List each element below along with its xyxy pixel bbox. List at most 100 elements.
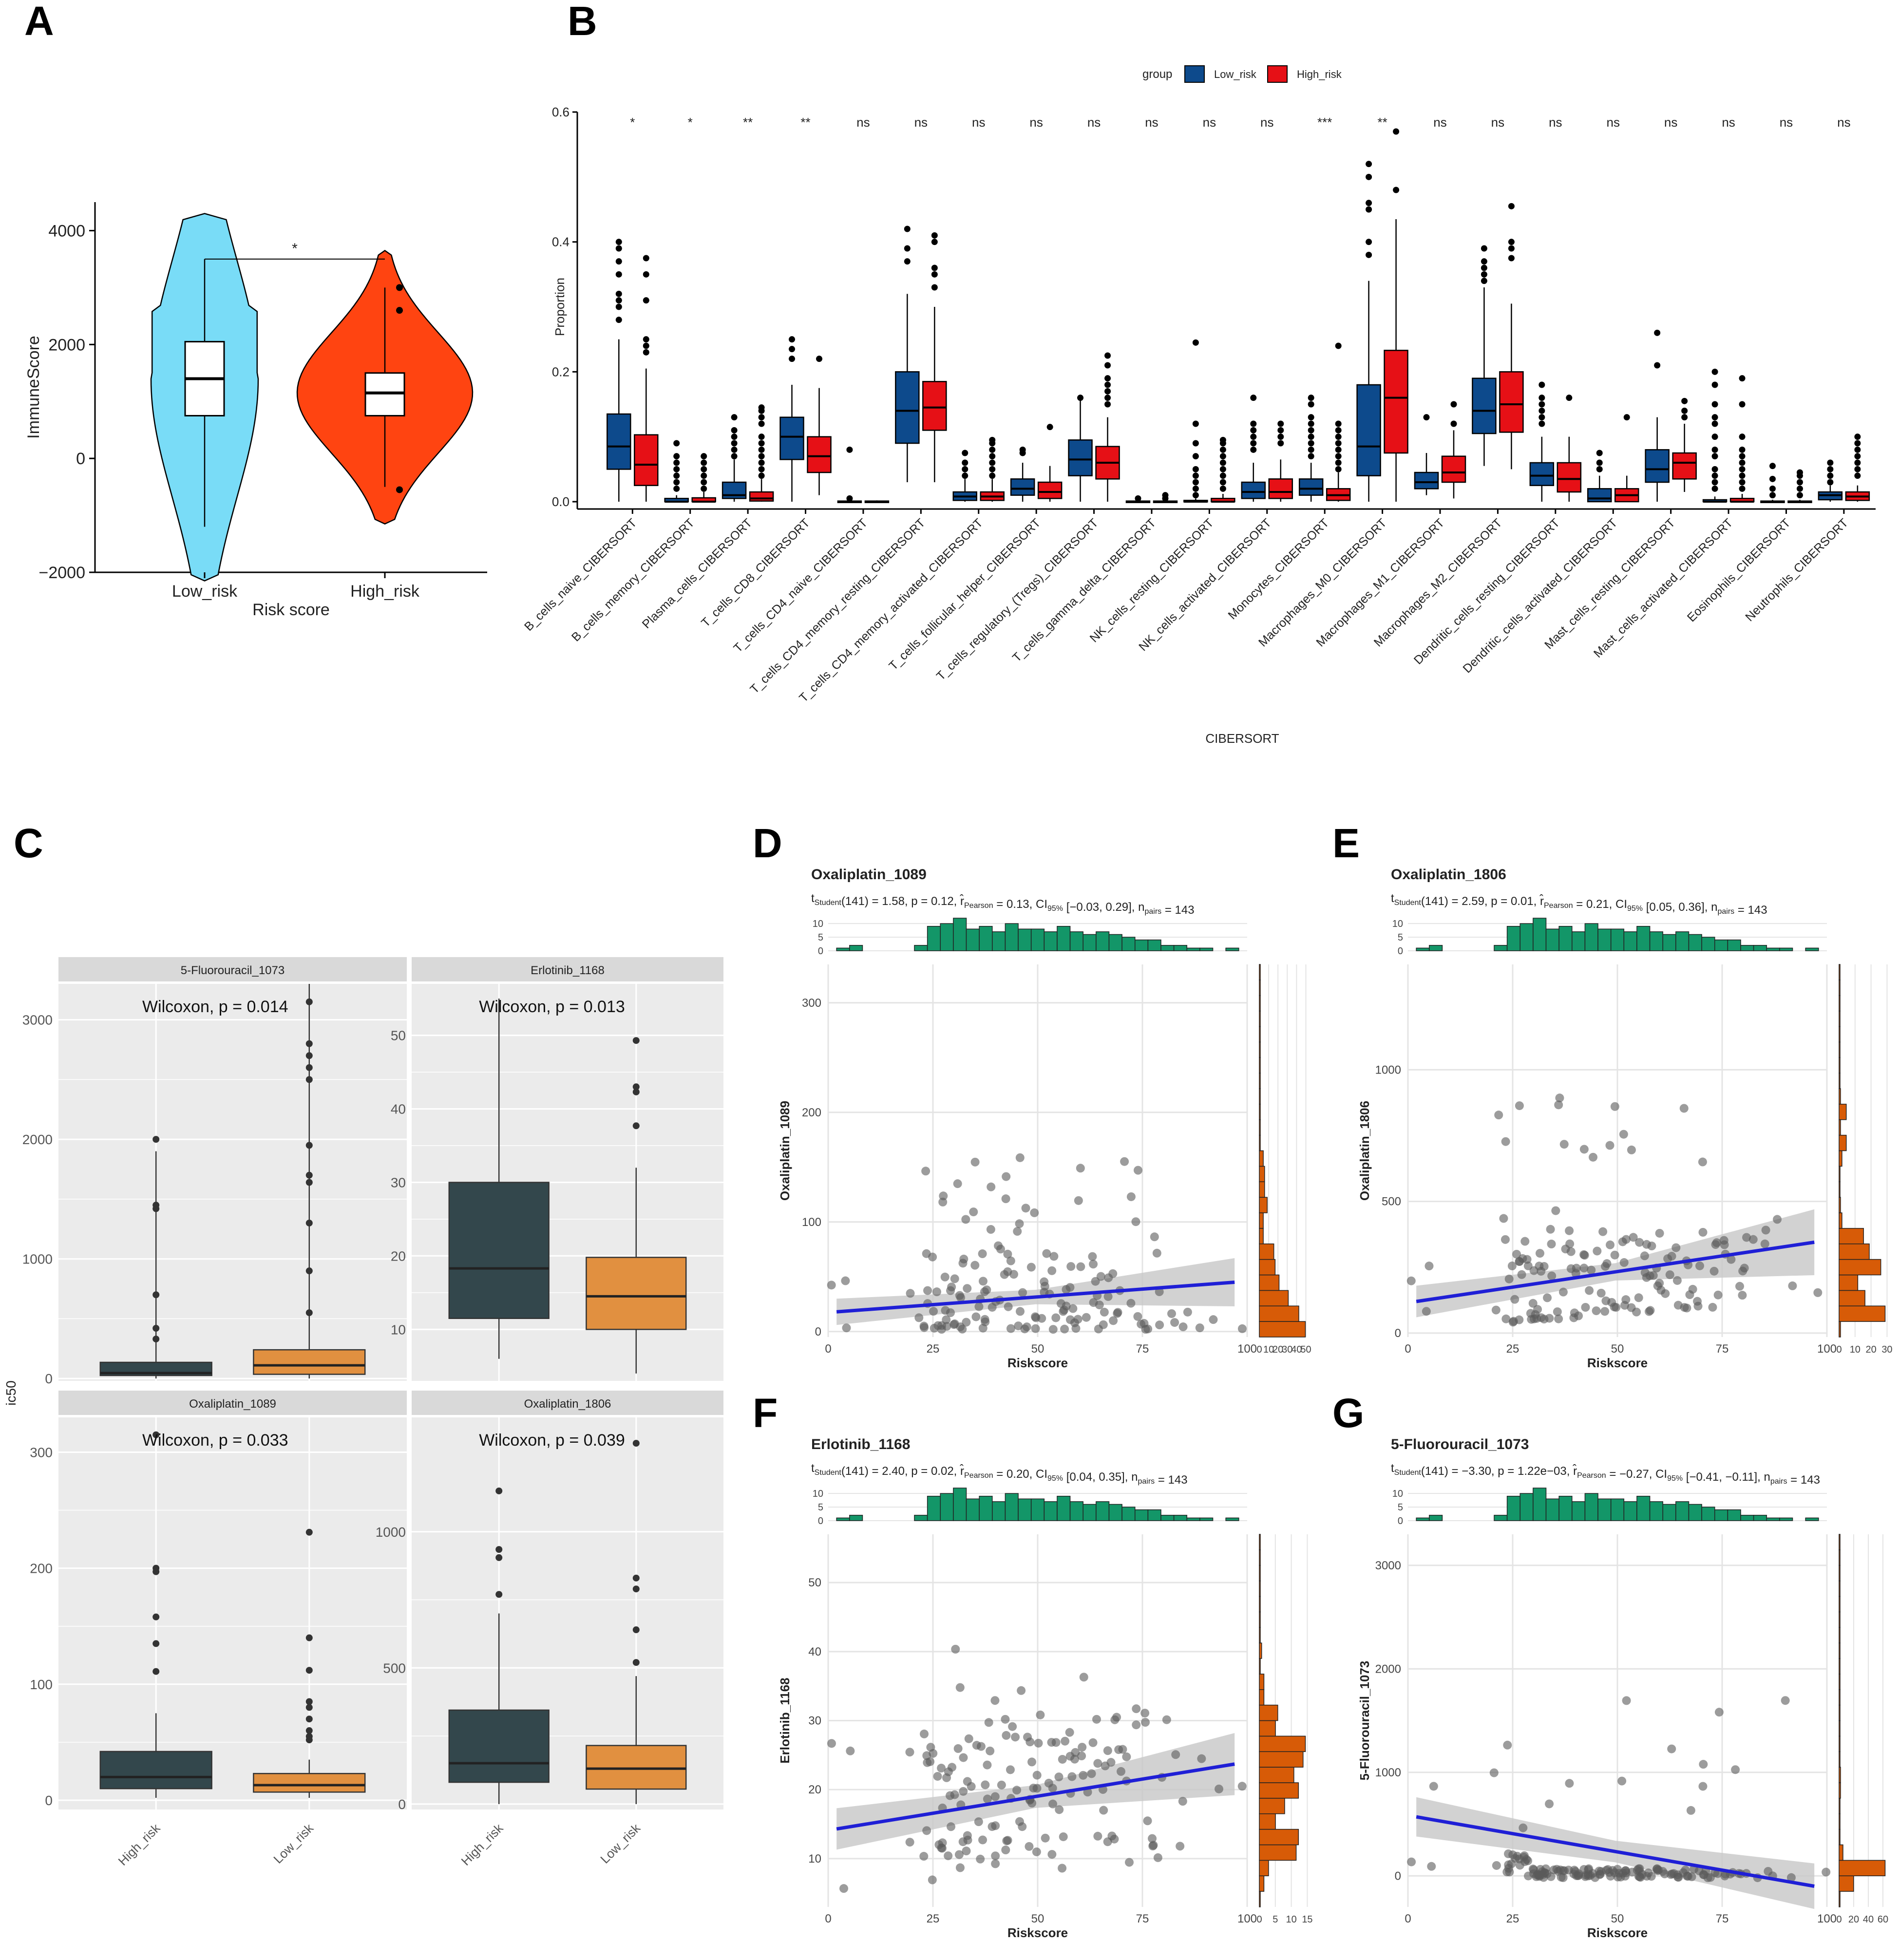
x-tick-label: Neutrophils_CIBERSORT	[1743, 516, 1851, 624]
outlier-point	[1538, 401, 1545, 408]
histogram-bar	[1259, 1244, 1274, 1260]
scatter-point	[1073, 1315, 1082, 1324]
scatter-point	[946, 1286, 955, 1295]
histogram-bar	[1259, 1321, 1306, 1338]
histogram-bar	[1839, 1798, 1841, 1814]
histogram-bar	[1096, 1501, 1110, 1521]
outlier-point	[1192, 420, 1199, 427]
outlier-point	[904, 226, 911, 232]
panel-a: −2000 0 2000 4000 Low_risk High_risk * Risk sco…	[24, 202, 487, 619]
outlier-point	[758, 472, 765, 479]
hist-tick-label: 10	[1263, 1344, 1274, 1355]
scatter-point	[987, 1822, 997, 1831]
histogram-bar	[1701, 1507, 1715, 1521]
histogram-bar	[1134, 1509, 1149, 1521]
scatter-point	[1489, 1768, 1499, 1777]
facet-title: Oxaliplatin_1089	[189, 1397, 276, 1411]
outlier-point	[1623, 414, 1630, 421]
histogram-bar	[1839, 1782, 1841, 1799]
box	[448, 1709, 550, 1783]
scatter-point	[1501, 1314, 1511, 1323]
outlier-point	[758, 407, 765, 414]
scatter-point	[1558, 1873, 1568, 1883]
scatter-point	[978, 1249, 987, 1259]
x-tick-label: T_cells_CD8_CIBERSORT	[699, 516, 813, 630]
outlier-point	[1711, 479, 1718, 486]
scatter-point	[1610, 1302, 1619, 1312]
histogram-bar	[914, 945, 928, 951]
scatter-point	[1742, 1233, 1751, 1242]
box	[1068, 439, 1093, 476]
hist-tick-label: 5	[818, 1502, 823, 1513]
histogram-bar	[1160, 1515, 1175, 1521]
scatter-point	[1635, 1238, 1644, 1247]
histogram-bar	[1839, 964, 1841, 980]
scatter-point	[1036, 1710, 1045, 1719]
scatter-point	[1572, 1263, 1581, 1273]
x-axis-title: Riskscore	[1587, 1925, 1648, 1940]
scatter-point	[1099, 1806, 1108, 1815]
scatter-point	[1155, 1320, 1164, 1330]
outlier-point	[632, 1440, 640, 1447]
scatter-point	[1579, 1263, 1589, 1273]
scatter-point	[905, 1838, 914, 1847]
scatter-point	[1140, 1709, 1150, 1718]
scatter-point	[1103, 1746, 1112, 1755]
scatter-point	[971, 1312, 981, 1321]
outlier-point	[1450, 401, 1457, 408]
scatter-point	[990, 1696, 1000, 1705]
x-tick-label: 0	[1405, 1342, 1411, 1356]
panel-b-label: B	[568, 0, 597, 44]
scatter-point	[953, 1744, 963, 1753]
outlier-point	[989, 459, 996, 466]
outlier-point	[1219, 440, 1226, 447]
scatter-point	[922, 1249, 931, 1258]
scatter-point	[1601, 1262, 1610, 1271]
histogram-bar	[927, 926, 941, 951]
histogram-bar	[1259, 1212, 1264, 1229]
histogram-bar	[1714, 939, 1728, 951]
histogram-bar	[1506, 1496, 1521, 1521]
stat-part: [−0.03, 0.29], n	[1063, 901, 1144, 914]
scatter-point	[1112, 1713, 1121, 1722]
outlier-point	[1739, 433, 1746, 440]
scatter-point	[981, 1780, 990, 1790]
scatter-point	[905, 1748, 914, 1757]
outlier-point	[1739, 375, 1746, 382]
significance-label: *	[688, 115, 693, 130]
y-tick-label: 40	[808, 1645, 821, 1658]
scatter-point	[1031, 1324, 1040, 1333]
y-tick-label: 1000	[22, 1252, 53, 1267]
scatter-point	[1512, 1249, 1521, 1259]
test-label: Wilcoxon, p = 0.039	[479, 1431, 625, 1450]
scatter-point	[955, 1863, 965, 1872]
box	[1529, 462, 1555, 486]
scatter-point	[955, 1683, 965, 1692]
x-tick-label: 50	[1031, 1912, 1044, 1925]
scatter-point	[1032, 1784, 1042, 1793]
histogram-bar	[1259, 1735, 1306, 1752]
outlier-point	[931, 264, 938, 271]
scatter-point	[1681, 1866, 1690, 1875]
scatter-point	[906, 1289, 915, 1298]
scatter-point	[1703, 1873, 1712, 1883]
y-tick-label: 20	[391, 1248, 406, 1263]
histogram-bar	[1753, 945, 1767, 951]
outlier-point	[152, 1640, 160, 1647]
outlier-point	[1135, 495, 1141, 502]
hist-tick-label: 0	[1836, 1344, 1842, 1355]
scatter-point	[1132, 1704, 1141, 1714]
scatter-point	[1671, 1243, 1681, 1252]
outlier-point	[1162, 495, 1169, 502]
scatter-point	[1627, 1145, 1636, 1154]
scatter-point	[1515, 1315, 1524, 1324]
scatter-point	[1021, 1204, 1030, 1213]
outlier-point	[701, 472, 707, 479]
scatter-point	[1499, 1214, 1508, 1223]
scatter-point	[1501, 1137, 1510, 1146]
outlier-point	[1308, 401, 1314, 408]
outlier-point	[1219, 459, 1226, 466]
outlier-point	[1769, 463, 1776, 470]
y-tick-label: 3000	[22, 1013, 53, 1028]
